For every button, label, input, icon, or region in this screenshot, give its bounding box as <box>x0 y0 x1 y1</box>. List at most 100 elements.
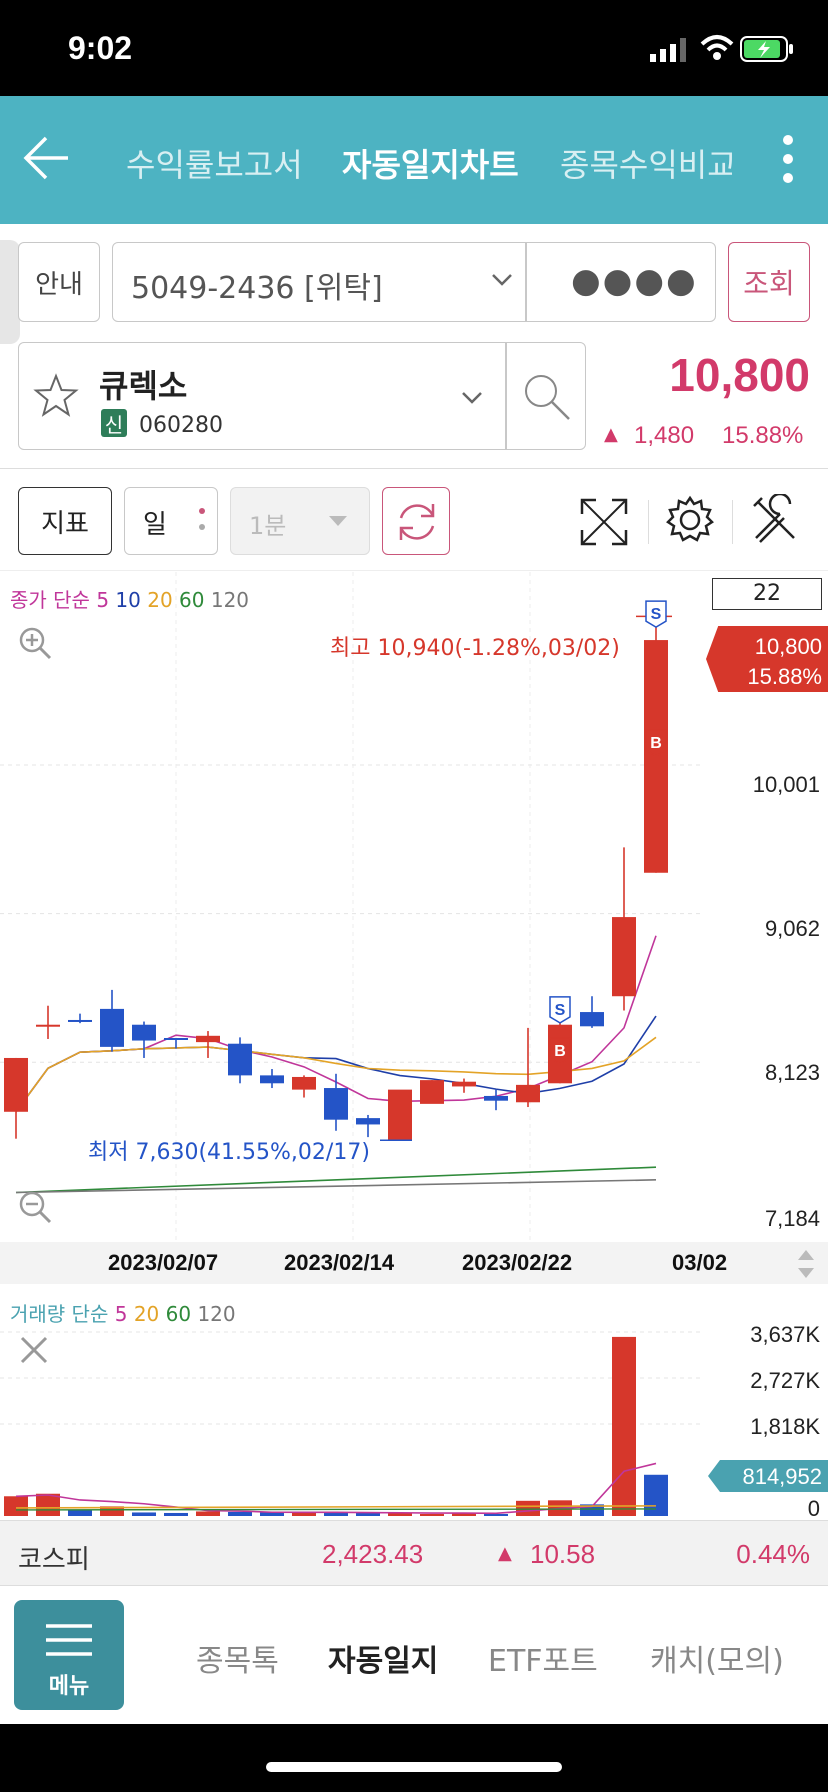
volume-legend: 거래량 단순 5 20 60 120 <box>10 1298 236 1327</box>
price-chart[interactable]: S B S B <box>0 572 828 1240</box>
password-field[interactable]: ●●●● <box>571 261 698 301</box>
volume-bar <box>4 1496 28 1516</box>
home-indicator[interactable] <box>266 1762 562 1772</box>
status-time: 9:02 <box>68 30 133 66</box>
x-tick: 2023/02/22 <box>462 1250 573 1275</box>
tab-return-report[interactable]: 수익률보고서 <box>126 146 303 184</box>
back-arrow-icon[interactable] <box>22 136 72 180</box>
volume-bar <box>516 1500 540 1516</box>
stock-name: 큐렉소 <box>99 367 188 405</box>
side-drawer-handle[interactable] <box>0 240 20 344</box>
candle-body <box>356 1118 380 1125</box>
legend-ma60: 60 <box>179 588 205 612</box>
volume-bar <box>484 1513 508 1516</box>
guide-button[interactable]: 안내 <box>18 242 100 322</box>
current-volume-value: 814,952 <box>742 1464 822 1489</box>
sell-marker <box>645 600 667 629</box>
buy-marker-label: B <box>554 1043 566 1060</box>
nav-stock-talk[interactable]: 종목톡 <box>196 1644 279 1679</box>
top-nav-bar: 수익률보고서 자동일지차트 종목수익비교 <box>0 96 828 224</box>
period-button[interactable]: 일 <box>124 487 218 555</box>
status-bar: 9:02 <box>0 0 828 96</box>
hamburger-icon <box>46 1624 92 1656</box>
zoom-in-icon[interactable] <box>16 624 54 662</box>
candle-body <box>324 1088 348 1120</box>
vol-y-tick: 2,727K <box>750 1368 820 1393</box>
candle-body <box>36 1024 60 1027</box>
candle-body <box>68 1019 92 1022</box>
sell-marker-label: S <box>651 606 662 623</box>
vol-y-tick: 0 <box>807 1496 820 1521</box>
candle-body <box>516 1084 540 1103</box>
nav-auto-journal[interactable]: 자동일지 <box>328 1644 439 1679</box>
volume-bar <box>196 1511 220 1516</box>
candle-body <box>260 1075 284 1084</box>
high-annotation: 최고 10,940(-1.28%,03/02) <box>330 636 620 661</box>
zoom-out-icon[interactable] <box>16 1188 54 1226</box>
volume-bar <box>132 1512 156 1516</box>
volume-bar <box>356 1512 380 1516</box>
interval-select: 1분 <box>230 487 370 555</box>
refresh-button[interactable] <box>382 487 450 555</box>
candle-count-box[interactable]: 22 <box>712 578 822 610</box>
close-icon[interactable] <box>16 1332 52 1368</box>
refresh-icon <box>399 504 435 540</box>
volume-bar <box>388 1512 412 1516</box>
current-volume-tag <box>708 1460 828 1492</box>
volume-legend-ma60: 60 <box>165 1302 192 1326</box>
volume-bar <box>612 1336 636 1516</box>
y-tick: 7,184 <box>764 1206 820 1231</box>
tab-auto-journal-chart[interactable]: 자동일지차트 <box>342 146 519 184</box>
tab-stock-return-compare[interactable]: 종목수익비교 <box>560 146 732 184</box>
candle-body <box>228 1043 252 1076</box>
stock-selector[interactable]: 큐렉소 신 060280 <box>18 342 586 450</box>
volume-bar <box>260 1512 284 1516</box>
index-value: 2,423.43 <box>322 1539 424 1569</box>
account-selector[interactable]: 5049-2436 [위탁] ●●●● <box>112 242 716 322</box>
fullscreen-expand-icon[interactable] <box>578 496 630 548</box>
current-price-tag-value: 10,800 <box>754 634 822 659</box>
legend-ma5: 5 <box>96 588 110 612</box>
candle-body <box>484 1095 508 1101</box>
vol-y-tick: 3,637K <box>750 1322 820 1347</box>
home-indicator-area <box>0 1724 828 1792</box>
ma120-line <box>15 1179 657 1194</box>
interval-label: 1분 <box>249 512 287 540</box>
candle-body <box>612 917 636 997</box>
ma60-line <box>15 1166 657 1194</box>
vol-ma20-line <box>15 1505 657 1509</box>
candle-body <box>4 1057 28 1112</box>
indicator-button[interactable]: 지표 <box>18 487 112 555</box>
stock-code: 060280 <box>139 413 223 438</box>
query-button[interactable]: 조회 <box>728 242 810 322</box>
gear-icon[interactable] <box>664 494 716 546</box>
legend-prefix: 종가 단순 <box>10 588 90 612</box>
volume-legend-ma5: 5 <box>114 1302 128 1326</box>
volume-chart[interactable] <box>0 1284 828 1520</box>
scroll-updown-icon[interactable] <box>796 1248 816 1280</box>
volume-bar <box>644 1474 668 1516</box>
volume-legend-ma120: 120 <box>197 1302 236 1326</box>
menu-button[interactable]: 메뉴 <box>14 1600 124 1710</box>
volume-bar <box>324 1512 348 1516</box>
account-number: 5049-2436 [위탁] <box>131 271 383 306</box>
candle-body <box>452 1081 476 1087</box>
tools-icon[interactable] <box>750 494 802 546</box>
search-icon[interactable] <box>521 371 573 423</box>
index-pct: 0.44% <box>736 1539 810 1569</box>
nav-etf-port[interactable]: ETF포트 <box>488 1644 598 1679</box>
date-axis <box>0 1242 828 1284</box>
nav-catch-mock[interactable]: 캐치(모의) <box>650 1644 784 1679</box>
volume-bar <box>100 1506 124 1516</box>
x-tick: 2023/02/07 <box>108 1250 219 1275</box>
chevron-down-icon <box>462 392 482 404</box>
price-change: 1,480 <box>634 422 695 449</box>
more-vertical-icon[interactable] <box>782 134 794 184</box>
index-up-arrow-icon: ▲ <box>498 1543 512 1564</box>
y-tick: 8,123 <box>764 1060 820 1085</box>
candle-body <box>196 1035 220 1043</box>
star-icon[interactable] <box>33 373 79 417</box>
market-index-bar[interactable]: 코스피 2,423.43 ▲ 10.58 0.44% <box>0 1520 828 1586</box>
volume-bar <box>292 1512 316 1516</box>
legend-ma20: 20 <box>147 588 173 612</box>
